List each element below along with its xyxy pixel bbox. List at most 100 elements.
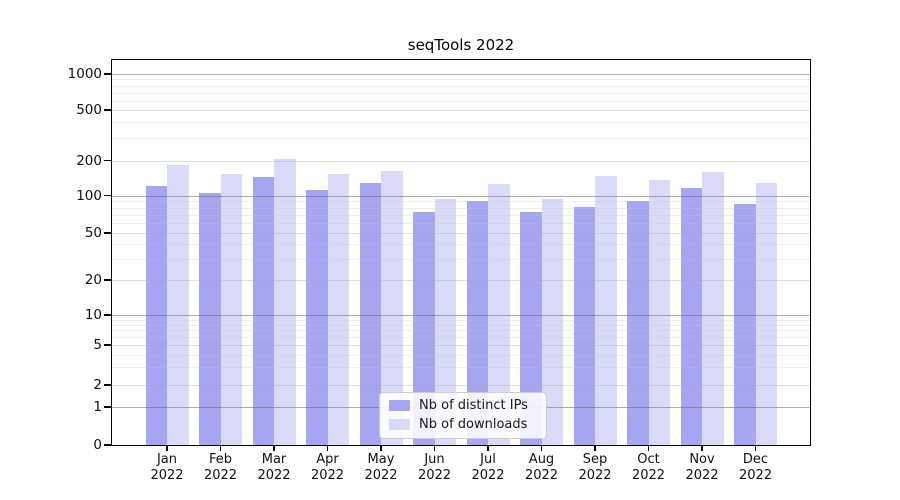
- gridline-500: [112, 110, 810, 111]
- bar-downloads-apr: [327, 174, 349, 445]
- legend-swatch-distinct-ips: [389, 400, 410, 411]
- bar-downloads-feb: [220, 174, 242, 445]
- bar-downloads-jan: [167, 165, 189, 445]
- bar-distinct-ips-jun: [413, 211, 435, 445]
- y-tick-500: [104, 109, 111, 111]
- gridline-10: [112, 315, 810, 316]
- legend-item-distinct-ips: Nb of distinct IPs: [389, 398, 537, 413]
- gridline-50: [112, 233, 810, 234]
- gridline-80: [112, 207, 810, 209]
- y-tick-20: [104, 279, 111, 281]
- y-tick-label-10: 10: [84, 307, 102, 323]
- plot-area: [112, 60, 810, 445]
- y-tick-label-1000: 1000: [67, 66, 102, 82]
- y-tick-1000: [104, 73, 111, 75]
- gridline-7: [112, 330, 810, 332]
- y-tick-100: [104, 194, 111, 197]
- gridline-6: [112, 337, 810, 339]
- x-tick-label-nov: Nov 2022: [685, 452, 719, 483]
- y-tick-label-50: 50: [84, 225, 102, 241]
- bar-distinct-ips-apr: [306, 189, 328, 445]
- y-tick-200: [104, 159, 111, 162]
- y-tick-10: [104, 314, 111, 316]
- y-tick-0: [104, 444, 111, 446]
- gridline-200: [112, 160, 810, 162]
- y-tick-2: [104, 384, 111, 386]
- gridline-9: [112, 319, 810, 321]
- legend-item-downloads: Nb of downloads: [389, 417, 537, 432]
- x-tick-label-may: May 2022: [364, 452, 398, 483]
- x-tick-label-oct: Oct 2022: [631, 452, 666, 483]
- x-tick-dec: [754, 446, 757, 451]
- x-tick-mar: [273, 446, 275, 451]
- bar-distinct-ips-aug: [520, 211, 542, 445]
- x-tick-apr: [326, 446, 329, 451]
- gridline-60: [112, 223, 810, 225]
- x-tick-nov: [701, 446, 703, 451]
- x-tick-aug: [540, 446, 543, 451]
- bar-downloads-nov: [702, 172, 724, 445]
- bar-downloads-oct: [648, 180, 670, 445]
- gridline-5: [112, 345, 810, 346]
- gridline-20: [112, 280, 810, 281]
- x-tick-label-apr: Apr 2022: [310, 452, 345, 483]
- legend-label-distinct-ips: Nb of distinct IPs: [419, 398, 528, 413]
- gridline-600: [112, 100, 810, 102]
- x-tick-label-jun: Jun 2022: [417, 452, 452, 483]
- bar-downloads-jul: [488, 184, 510, 445]
- legend-swatch-downloads: [389, 419, 410, 430]
- y-tick-label-0: 0: [93, 437, 102, 453]
- x-tick-label-dec: Dec 2022: [738, 452, 773, 483]
- gridline-100: [112, 195, 810, 197]
- bar-distinct-ips-jul: [466, 201, 488, 445]
- bar-downloads-jun: [434, 199, 456, 445]
- y-tick-1: [104, 406, 111, 408]
- y-tick-label-1: 1: [93, 399, 102, 415]
- y-tick-label-2: 2: [93, 377, 102, 393]
- bar-distinct-ips-may: [359, 183, 381, 445]
- gridline-300: [112, 138, 810, 140]
- bar-distinct-ips-feb: [199, 193, 221, 445]
- gridline-800: [112, 85, 810, 87]
- x-tick-oct: [647, 446, 650, 451]
- y-tick-label-100: 100: [76, 187, 102, 204]
- gridline-30: [112, 259, 810, 261]
- gridline-400: [112, 122, 810, 124]
- x-tick-label-jul: Jul 2022: [471, 452, 505, 483]
- gridline-8: [112, 324, 810, 326]
- x-tick-label-sep: Sep 2022: [578, 452, 612, 483]
- x-tick-jan: [166, 446, 168, 451]
- chart-title: seqTools 2022: [407, 36, 515, 54]
- bar-downloads-may: [381, 171, 403, 445]
- legend: Nb of distinct IPs Nb of downloads: [379, 392, 547, 439]
- gridline-90: [112, 201, 810, 203]
- gridline-3: [112, 367, 810, 369]
- x-tick-feb: [219, 446, 222, 451]
- gridline-4: [112, 354, 810, 356]
- bar-distinct-ips-sep: [573, 206, 595, 445]
- x-tick-label-jan: Jan 2022: [150, 452, 184, 483]
- gridline-900: [112, 79, 810, 81]
- bar-distinct-ips-dec: [734, 204, 756, 445]
- x-tick-label-aug: Aug 2022: [524, 452, 559, 483]
- bar-distinct-ips-mar: [252, 176, 274, 445]
- bar-downloads-mar: [274, 159, 296, 445]
- x-tick-label-feb: Feb 2022: [203, 452, 238, 483]
- y-tick-label-20: 20: [84, 272, 102, 288]
- legend-label-downloads: Nb of downloads: [419, 417, 528, 432]
- bar-downloads-sep: [595, 176, 617, 445]
- bar-downloads-aug: [541, 199, 563, 445]
- x-tick-jul: [487, 446, 489, 451]
- gridline-2: [112, 385, 810, 386]
- x-tick-jun: [433, 446, 436, 451]
- y-tick-label-500: 500: [76, 102, 102, 118]
- gridline-40: [112, 244, 810, 246]
- bar-downloads-dec: [755, 183, 777, 445]
- x-tick-may: [380, 446, 382, 451]
- y-tick-5: [104, 344, 111, 346]
- y-tick-label-200: 200: [76, 152, 102, 169]
- gridline-70: [112, 214, 810, 216]
- y-tick-50: [104, 232, 111, 234]
- y-tick-label-5: 5: [93, 337, 102, 353]
